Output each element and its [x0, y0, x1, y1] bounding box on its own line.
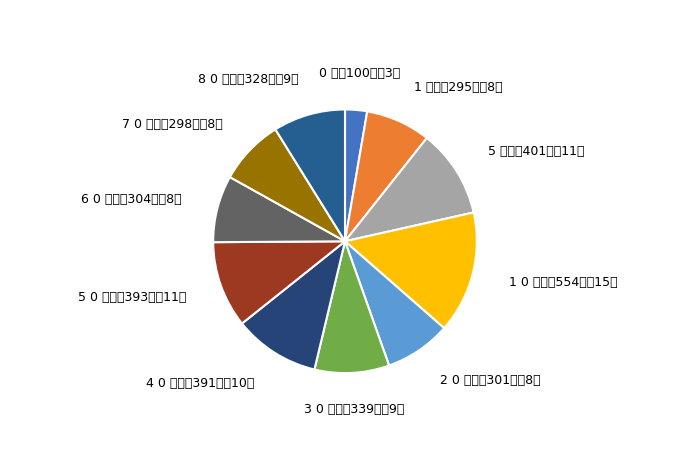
Text: 1 0 歳～，554人，15％: 1 0 歳～，554人，15％ [509, 277, 617, 289]
Text: 0 歳，100人，3％: 0 歳，100人，3％ [319, 67, 400, 79]
Wedge shape [345, 109, 367, 241]
Text: 5 歳～，401人，11％: 5 歳～，401人，11％ [488, 145, 584, 158]
Wedge shape [275, 109, 345, 241]
Text: 2 0 歳～，301人，8％: 2 0 歳～，301人，8％ [440, 375, 540, 387]
Wedge shape [345, 111, 427, 241]
Wedge shape [345, 241, 444, 366]
Text: 1 歳～，295人，8％: 1 歳～，295人，8％ [414, 81, 502, 94]
Text: 7 0 歳～，298人，8％: 7 0 歳～，298人，8％ [122, 119, 223, 131]
Text: 6 0 歳～，304人，8％: 6 0 歳～，304人，8％ [81, 193, 181, 206]
Wedge shape [213, 241, 345, 324]
Text: 3 0 歳～，339人，9％: 3 0 歳～，339人，9％ [304, 403, 404, 416]
Text: 5 0 歳～，393人，11％: 5 0 歳～，393人，11％ [77, 291, 186, 304]
Wedge shape [345, 138, 473, 241]
Text: 8 0 歳～，328人，9％: 8 0 歳～，328人，9％ [198, 72, 299, 86]
Wedge shape [345, 212, 477, 328]
Wedge shape [315, 241, 389, 373]
Wedge shape [230, 129, 345, 241]
Text: 4 0 歳～，391人，10％: 4 0 歳～，391人，10％ [146, 377, 255, 390]
Wedge shape [213, 177, 345, 242]
Wedge shape [242, 241, 345, 369]
